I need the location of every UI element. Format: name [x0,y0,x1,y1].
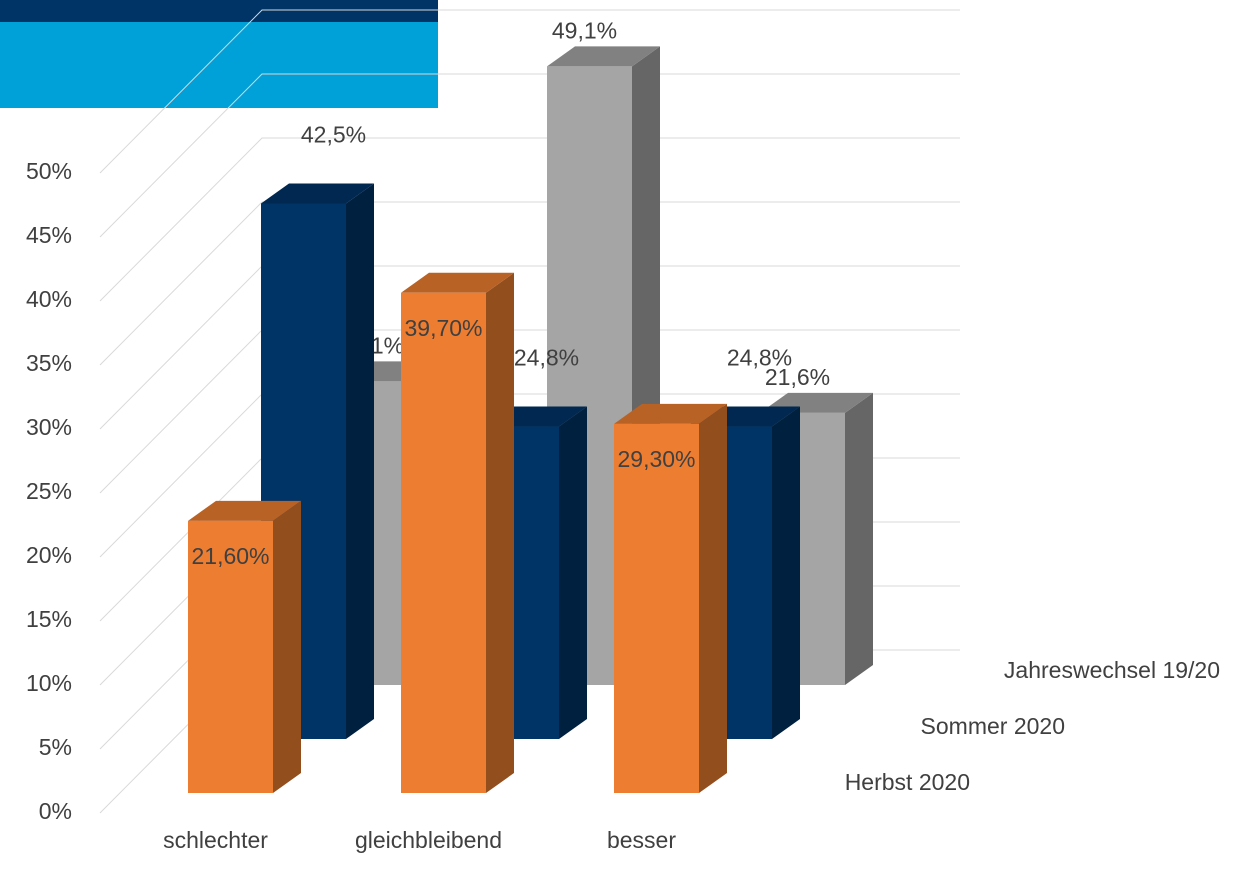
bar-side [346,183,374,739]
y-tick-label: 40% [26,286,72,312]
x-tick-label: besser [607,827,676,853]
y-tick-label: 10% [26,670,72,696]
legend-label: Herbst 2020 [845,769,970,795]
grid-line [99,201,960,366]
data-label: 24,8% [514,345,579,371]
bar-side [845,392,873,685]
header-band [0,22,438,108]
bar-side [273,500,301,793]
grid-line [99,137,960,302]
y-tick-label: 25% [26,478,72,504]
legend-label: Sommer 2020 [921,713,1065,739]
y-tick-label: 5% [39,734,72,760]
data-label: 24,8% [727,345,792,371]
bar [614,423,699,793]
bar-top [188,500,301,521]
data-label: 21,60% [191,543,269,569]
data-label: 49,1% [552,17,617,43]
bar [401,292,486,793]
bar-top [614,403,727,424]
y-tick-label: 30% [26,414,72,440]
bar [188,520,273,793]
x-tick-label: gleichbleibend [355,827,502,853]
grid-line [99,73,960,238]
bar-side [559,406,587,739]
legend-label: Jahreswechsel 19/20 [1004,657,1220,683]
bar-side [486,272,514,793]
bar-side [699,403,727,793]
data-label: 39,70% [404,315,482,341]
grid-line [99,9,960,174]
y-tick-label: 45% [26,222,72,248]
header-band [0,0,438,22]
y-tick-label: 0% [39,798,72,824]
data-label: 42,5% [301,122,366,148]
data-label: 29,30% [617,446,695,472]
x-tick-label: schlechter [163,827,268,853]
data-label: 21,6% [765,364,830,390]
bar-top [261,183,374,204]
y-tick-label: 50% [26,158,72,184]
bar-top [547,46,660,67]
y-tick-label: 15% [26,606,72,632]
y-tick-label: 20% [26,542,72,568]
y-tick-label: 35% [26,350,72,376]
bar-side [772,406,800,739]
bar-top [401,272,514,293]
